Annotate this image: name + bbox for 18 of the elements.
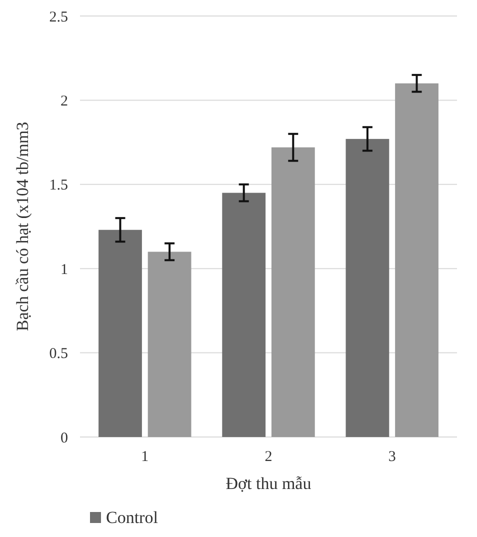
- bar: [271, 147, 315, 437]
- x-tick-label: 1: [141, 449, 149, 465]
- bar: [98, 230, 142, 437]
- x-tick-label: 3: [388, 449, 396, 465]
- legend-label: Control: [106, 508, 158, 527]
- y-axis-title: Bạch cầu có hạt (x104 tb/mm3: [13, 122, 32, 332]
- x-axis-title: Đợt thu mẫu: [226, 474, 312, 493]
- y-tick-label: 1: [60, 262, 68, 278]
- y-tick-label: 0.5: [49, 346, 68, 362]
- y-tick-label: 1.5: [49, 178, 68, 194]
- bar: [346, 138, 390, 437]
- y-tick-label: 0: [60, 430, 68, 446]
- y-tick-label: 2: [60, 93, 68, 110]
- bar: [148, 252, 192, 437]
- bar: [222, 192, 266, 437]
- x-tick-label: 2: [264, 449, 272, 465]
- y-tick-label: 2.5: [49, 9, 68, 26]
- bar: [395, 83, 438, 437]
